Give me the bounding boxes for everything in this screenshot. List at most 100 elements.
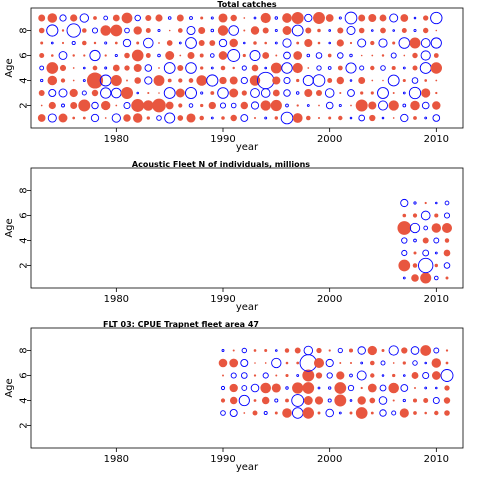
negative-residual-bubble	[48, 89, 57, 97]
negative-residual-bubble	[114, 53, 118, 58]
positive-residual-bubble	[217, 25, 229, 36]
x-tick-label: 2000	[317, 294, 342, 305]
panel-title: FLT 03: CPUE Trapnet fleet area 47	[103, 320, 259, 329]
negative-residual-bubble	[227, 49, 241, 62]
positive-residual-bubble	[291, 12, 304, 24]
negative-residual-bubble	[209, 53, 215, 58]
positive-residual-bubble	[350, 104, 352, 107]
positive-residual-bubble	[302, 382, 315, 394]
positive-residual-bubble	[422, 237, 429, 244]
positive-residual-bubble	[370, 373, 375, 378]
positive-residual-bubble	[86, 72, 104, 89]
positive-residual-bubble	[391, 65, 396, 71]
positive-residual-bubble	[370, 91, 374, 95]
negative-residual-bubble	[91, 101, 99, 110]
negative-residual-bubble	[40, 78, 44, 83]
positive-residual-bubble	[199, 53, 204, 58]
positive-residual-bubble	[264, 362, 267, 364]
positive-residual-bubble	[270, 62, 282, 74]
bubble-marks	[397, 198, 453, 284]
positive-residual-bubble	[177, 28, 183, 33]
negative-residual-bubble	[157, 28, 161, 33]
negative-residual-bubble	[306, 104, 310, 107]
positive-residual-bubble	[434, 263, 438, 268]
positive-residual-bubble	[274, 411, 278, 415]
y-tick-label: 6	[19, 52, 30, 58]
positive-residual-bubble	[445, 276, 449, 280]
x-axis-label: year	[236, 302, 259, 313]
y-tick-label: 8	[19, 27, 30, 33]
negative-residual-bubble	[381, 374, 385, 377]
negative-residual-bubble	[379, 384, 387, 392]
positive-residual-bubble	[110, 74, 122, 87]
positive-residual-bubble	[146, 116, 150, 120]
positive-residual-bubble	[177, 64, 184, 72]
negative-residual-bubble	[316, 65, 322, 71]
positive-residual-bubble	[358, 14, 366, 22]
positive-residual-bubble	[145, 53, 151, 58]
negative-residual-bubble	[200, 91, 204, 95]
positive-residual-bubble	[270, 99, 282, 112]
negative-residual-bubble	[178, 41, 182, 45]
x-tick-label: 1980	[104, 294, 129, 305]
negative-residual-bubble	[291, 407, 304, 419]
positive-residual-bubble	[188, 78, 194, 83]
positive-residual-bubble	[360, 91, 364, 95]
negative-residual-bubble	[164, 112, 176, 124]
negative-residual-bubble	[402, 276, 406, 280]
y-tick-label: 2	[19, 262, 30, 268]
positive-residual-bubble	[444, 385, 450, 391]
positive-residual-bubble	[444, 410, 450, 416]
negative-residual-bubble	[433, 237, 440, 244]
positive-residual-bubble	[294, 347, 301, 354]
positive-residual-bubble	[431, 358, 442, 368]
positive-residual-bubble	[435, 91, 438, 95]
positive-residual-bubble	[262, 27, 269, 34]
positive-residual-bubble	[232, 66, 235, 70]
positive-residual-bubble	[424, 79, 428, 82]
negative-residual-bubble	[401, 249, 408, 257]
positive-residual-bubble	[47, 13, 58, 23]
positive-residual-bubble	[368, 101, 377, 110]
negative-residual-bubble	[185, 87, 197, 99]
negative-residual-bubble	[402, 91, 406, 95]
negative-residual-bubble	[433, 347, 440, 354]
negative-residual-bubble	[356, 370, 367, 381]
negative-residual-bubble	[296, 374, 300, 377]
negative-residual-bubble	[58, 88, 68, 98]
negative-residual-bubble	[260, 88, 271, 98]
positive-residual-bubble	[349, 361, 353, 365]
negative-residual-bubble	[303, 345, 314, 356]
negative-residual-bubble	[281, 62, 293, 74]
negative-residual-bubble	[443, 212, 451, 219]
positive-residual-bubble	[334, 382, 347, 394]
y-axis-label: Age	[4, 378, 15, 397]
negative-residual-bubble	[103, 15, 109, 21]
positive-residual-bubble	[260, 382, 271, 394]
positive-residual-bubble	[229, 383, 238, 393]
positive-residual-bubble	[147, 91, 150, 95]
negative-residual-bubble	[390, 52, 397, 59]
negative-residual-bubble	[430, 37, 442, 49]
negative-residual-bubble	[398, 37, 411, 49]
negative-residual-bubble	[219, 102, 227, 109]
negative-residual-bubble	[100, 87, 112, 99]
positive-residual-bubble	[126, 79, 128, 82]
x-tick-label: 1980	[104, 134, 129, 145]
negative-residual-bubble	[400, 113, 409, 123]
positive-residual-bubble	[369, 397, 376, 404]
negative-residual-bubble	[381, 116, 385, 120]
positive-residual-bubble	[420, 345, 432, 356]
positive-residual-bubble	[220, 398, 226, 403]
positive-residual-bubble	[304, 88, 313, 98]
x-tick-label: 1980	[104, 454, 129, 465]
y-tick-label: 6	[19, 212, 30, 218]
positive-residual-bubble	[232, 349, 235, 352]
negative-residual-bubble	[283, 51, 291, 60]
positive-residual-bubble	[121, 87, 133, 99]
positive-residual-bubble	[337, 65, 343, 71]
negative-residual-bubble	[413, 29, 417, 33]
positive-residual-bubble	[285, 398, 289, 403]
positive-residual-bubble	[371, 54, 374, 57]
negative-residual-bubble	[61, 103, 65, 108]
